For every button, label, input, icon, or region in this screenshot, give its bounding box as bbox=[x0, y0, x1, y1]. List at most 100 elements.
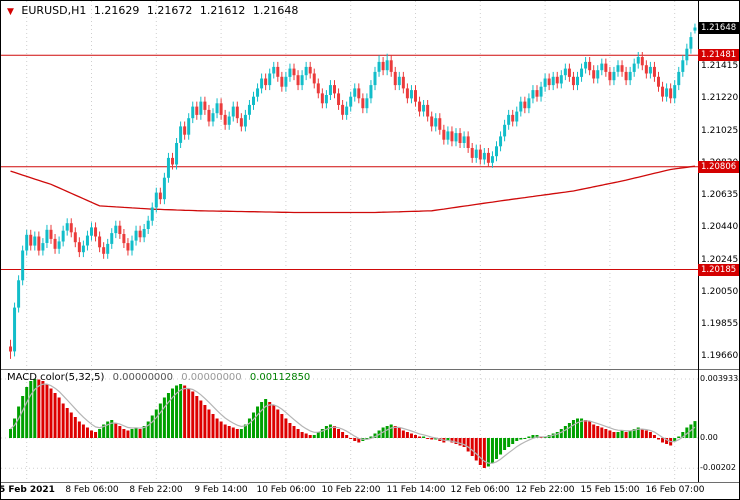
candle-body bbox=[138, 230, 142, 238]
candle-body bbox=[644, 65, 648, 74]
time-axis-divider bbox=[1, 482, 739, 483]
candle-body bbox=[458, 133, 462, 143]
candle-body bbox=[215, 103, 219, 114]
macd-bar bbox=[280, 414, 284, 438]
macd-bar bbox=[264, 399, 268, 438]
price-vertical-gridlines bbox=[26, 1, 676, 370]
macd-bar bbox=[673, 438, 677, 441]
time-axis-label: 12 Feb 22:00 bbox=[515, 485, 575, 495]
macd-bar bbox=[450, 438, 454, 443]
candle-body bbox=[377, 61, 381, 72]
candle-body bbox=[308, 66, 312, 74]
macd-bar bbox=[466, 438, 470, 452]
macd-bar bbox=[312, 435, 316, 438]
candle-body bbox=[304, 66, 308, 76]
macd-bar bbox=[616, 432, 620, 438]
candle-body bbox=[669, 88, 673, 99]
macd-bar bbox=[49, 388, 53, 438]
macd-bar bbox=[21, 396, 25, 438]
candle-body bbox=[470, 148, 474, 158]
price-axis-border bbox=[698, 1, 699, 482]
candle-body bbox=[571, 76, 575, 86]
time-axis-label: 8 Feb 06:00 bbox=[65, 485, 119, 495]
candle-body bbox=[231, 106, 235, 117]
macd-bar bbox=[227, 426, 231, 438]
macd-value-1: 0.00000000 bbox=[112, 372, 174, 383]
price-axis[interactable]: 1.214151.212201.210251.208301.206351.204… bbox=[698, 1, 739, 369]
candle-body bbox=[539, 86, 543, 97]
candle-body bbox=[543, 78, 547, 87]
macd-bar bbox=[207, 409, 211, 438]
level-price-tag: 1.20806 bbox=[698, 161, 739, 173]
candle-body bbox=[29, 234, 33, 246]
candle-body bbox=[110, 233, 114, 244]
macd-bar bbox=[300, 432, 304, 438]
macd-bar bbox=[296, 429, 300, 438]
candle-body bbox=[183, 126, 187, 135]
candle-body bbox=[142, 229, 146, 238]
price-chart-canvas[interactable] bbox=[1, 1, 740, 370]
time-axis[interactable]: 5 Feb 2021 8 Feb 06:00 8 Feb 22:00 9 Feb 14… bbox=[1, 483, 739, 499]
candle-body bbox=[33, 236, 37, 246]
candle-body bbox=[503, 124, 507, 137]
candle-body bbox=[150, 207, 154, 221]
macd-bar bbox=[138, 429, 142, 438]
candle-body bbox=[166, 157, 170, 178]
macd-bar bbox=[507, 438, 511, 447]
candle-body bbox=[191, 106, 195, 119]
candle-body bbox=[118, 225, 122, 234]
macd-bar bbox=[333, 426, 336, 438]
panel-divider[interactable] bbox=[1, 369, 739, 370]
candle-body bbox=[268, 73, 272, 86]
candle-body bbox=[681, 60, 685, 72]
candle-body bbox=[154, 192, 158, 208]
macd-bar bbox=[588, 421, 592, 438]
candle-body bbox=[608, 71, 612, 81]
current-price-tag: 1.21648 bbox=[698, 22, 739, 34]
macd-bar bbox=[559, 429, 563, 438]
candle-body bbox=[442, 129, 446, 140]
candle-body bbox=[640, 57, 644, 66]
candle-body bbox=[272, 66, 276, 74]
candle-body bbox=[588, 61, 592, 71]
macd-bar bbox=[632, 429, 636, 438]
macd-indicator-canvas[interactable] bbox=[1, 370, 740, 482]
macd-bar bbox=[247, 418, 251, 438]
macd-bar bbox=[470, 438, 474, 456]
candle-body bbox=[243, 114, 247, 127]
candle-body bbox=[373, 71, 377, 86]
macd-bar bbox=[353, 438, 357, 441]
macd-bar bbox=[162, 397, 166, 438]
macd-bar bbox=[150, 415, 154, 438]
candle-body bbox=[430, 116, 434, 127]
macd-bar bbox=[114, 423, 118, 438]
candle-body bbox=[353, 88, 357, 97]
candle-body bbox=[361, 98, 365, 109]
macd-bar bbox=[57, 397, 61, 438]
macd-bar bbox=[681, 432, 685, 438]
candle-body bbox=[657, 76, 660, 87]
macd-bar bbox=[304, 433, 308, 438]
indicator-name-label: MACD color(5,32,5) bbox=[7, 372, 105, 383]
candle-body bbox=[426, 104, 430, 117]
candle-body bbox=[632, 63, 636, 72]
candle-body bbox=[527, 98, 531, 109]
macd-bar bbox=[478, 438, 482, 465]
candle-body bbox=[547, 78, 551, 86]
macd-bar bbox=[365, 438, 369, 440]
macd-bar bbox=[515, 438, 519, 441]
candle-body bbox=[85, 235, 89, 246]
candle-body bbox=[345, 106, 349, 115]
macd-bar bbox=[357, 438, 361, 443]
candle-body bbox=[179, 126, 183, 143]
time-axis-label: 9 Feb 14:00 bbox=[194, 485, 248, 495]
macd-bar bbox=[389, 424, 393, 438]
candle-body bbox=[276, 66, 280, 77]
candle-body bbox=[474, 149, 478, 158]
macd-bar bbox=[337, 429, 341, 438]
candle-body bbox=[61, 230, 65, 242]
candle-body bbox=[628, 71, 632, 81]
macd-bar bbox=[292, 426, 296, 438]
candle-body bbox=[665, 88, 669, 97]
macd-bar bbox=[211, 414, 215, 438]
